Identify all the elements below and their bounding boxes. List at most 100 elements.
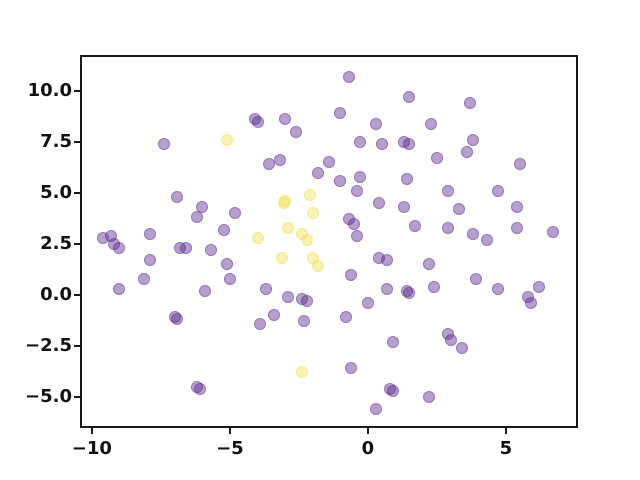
scatter-point-cluster-purple [513,158,526,171]
scatter-point-cluster-purple [113,282,126,295]
x-tick-mark [366,428,369,434]
scatter-point-cluster-purple [510,201,523,214]
scatter-point-cluster-purple [403,91,416,104]
scatter-point-cluster-purple [259,282,272,295]
x-tick-mark [228,428,231,434]
y-tick-mark [74,242,80,245]
scatter-point-cluster-purple [251,115,264,128]
scatter-point-cluster-purple [190,211,203,224]
scatter-point-cluster-purple [143,227,156,240]
scatter-point-cluster-purple [375,137,388,150]
scatter-point-cluster-purple [353,170,366,183]
scatter-point-cluster-purple [268,309,281,322]
scatter-point-cluster-purple [400,172,413,185]
scatter-point-cluster-purple [381,254,394,267]
scatter-point-cluster-yellow [303,188,316,201]
x-tick-label: −10 [71,438,112,459]
y-tick-label: 7.5 [40,130,72,152]
scatter-point-cluster-yellow [312,260,325,273]
y-tick-mark [74,344,80,347]
scatter-point-cluster-purple [334,174,347,187]
scatter-point-cluster-purple [510,221,523,234]
scatter-point-cluster-purple [444,333,457,346]
scatter-point-cluster-purple [221,258,234,271]
y-tick-label: 10.0 [27,79,72,101]
scatter-point-cluster-purple [254,317,267,330]
scatter-point-cluster-purple [466,133,479,146]
scatter-point-cluster-purple [441,221,454,234]
scatter-point-cluster-purple [370,403,383,416]
scatter-point-cluster-purple [342,70,355,83]
scatter-point-cluster-purple [334,107,347,120]
y-tick-mark [74,293,80,296]
scatter-point-cluster-purple [441,184,454,197]
scatter-point-cluster-purple [428,280,441,293]
scatter-point-cluster-purple [229,207,242,220]
scatter-point-cluster-purple [171,191,184,204]
scatter-point-cluster-yellow [277,197,290,210]
scatter-point-cluster-yellow [281,221,294,234]
x-tick-label: 5 [499,438,513,459]
x-tick-mark [90,428,93,434]
scatter-point-cluster-purple [461,146,474,159]
scatter-point-cluster-purple [353,135,366,148]
x-tick-mark [504,428,507,434]
scatter-point-cluster-purple [386,384,399,397]
scatter-point-cluster-purple [480,233,493,246]
scatter-point-cluster-yellow [276,252,289,265]
scatter-point-cluster-yellow [221,133,234,146]
plot-area [80,55,578,428]
scatter-point-cluster-yellow [301,233,314,246]
scatter-point-cluster-purple [196,201,209,214]
scatter-point-cluster-purple [199,284,212,297]
scatter-point-cluster-purple [273,154,286,167]
x-tick-label: 0 [361,438,375,459]
scatter-point-cluster-purple [345,362,358,375]
y-tick-label: 0.0 [40,283,72,305]
scatter-point-cluster-purple [301,295,314,308]
scatter-point-cluster-purple [372,197,385,210]
scatter-point-cluster-purple [339,311,352,324]
scatter-point-cluster-purple [204,244,217,257]
scatter-point-cluster-purple [323,156,336,169]
scatter-point-cluster-purple [345,268,358,281]
scatter-point-cluster-purple [403,137,416,150]
scatter-point-cluster-purple [193,382,206,395]
y-tick-label: 5.0 [40,181,72,203]
scatter-point-cluster-purple [491,184,504,197]
scatter-point-cluster-purple [455,342,468,354]
scatter-point-cluster-purple [290,125,303,138]
scatter-point-cluster-purple [361,297,374,310]
scatter-point-cluster-purple [422,390,435,403]
scatter-point-cluster-purple [138,272,151,285]
scatter-point-cluster-purple [179,242,192,255]
scatter-point-cluster-yellow [295,366,308,379]
scatter-point-cluster-purple [223,272,236,285]
scatter-point-cluster-purple [350,229,363,242]
scatter-point-cluster-purple [464,97,477,110]
scatter-point-cluster-purple [113,242,126,255]
scatter-point-cluster-purple [218,223,231,236]
y-tick-label: 2.5 [40,232,72,254]
y-tick-label: −2.5 [25,334,72,356]
scatter-point-cluster-purple [533,280,546,293]
scatter-point-cluster-purple [381,282,394,295]
scatter-point-cluster-purple [143,254,156,267]
scatter-point-cluster-purple [171,313,184,326]
scatter-point-cluster-purple [298,315,311,328]
scatter-point-cluster-purple [370,117,383,130]
scatter-point-cluster-purple [422,258,435,271]
y-tick-mark [74,89,80,92]
scatter-point-cluster-yellow [306,207,319,220]
scatter-point-cluster-purple [386,335,399,348]
scatter-point-cluster-purple [350,184,363,197]
scatter-point-cluster-purple [453,203,466,216]
scatter-point-cluster-purple [425,117,438,130]
scatter-point-cluster-purple [397,201,410,214]
scatter-point-cluster-yellow [251,231,264,244]
scatter-point-cluster-purple [348,217,361,230]
scatter-point-cluster-purple [312,166,325,179]
scatter-point-cluster-purple [262,158,275,171]
y-tick-label: −5.0 [25,385,72,407]
